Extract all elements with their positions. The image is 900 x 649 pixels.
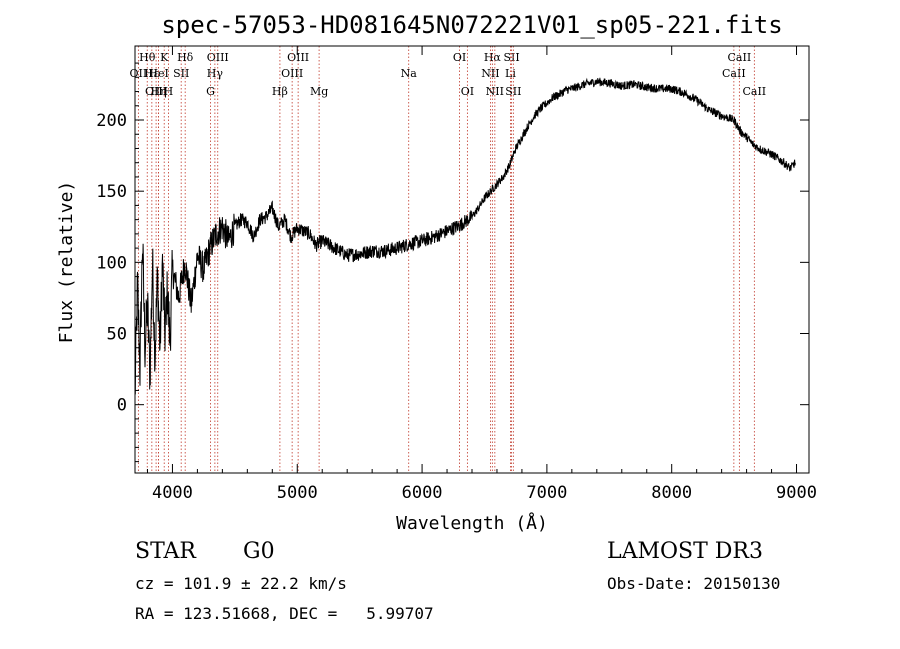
line-label-Li: Li: [505, 67, 516, 80]
line-label-Na: Na: [401, 67, 418, 80]
line-label-Hε: Hε: [144, 67, 160, 80]
line-label-OIII: OIII: [145, 85, 167, 98]
line-label-Mg: Mg: [310, 85, 328, 98]
y-tick-label: 0: [117, 396, 127, 416]
emission-line-markers: Hθ OII OIII HεK HeI Hη SII H Hδ OIII Hγ G OIII OIII Hβ…: [130, 46, 766, 473]
line-label-SII: SII: [503, 51, 519, 64]
line-label-Hγ: Hγ: [207, 67, 224, 80]
y-tick-label: 150: [96, 182, 127, 202]
x-tick-label: 5000: [277, 483, 318, 503]
line-label-SII: SII: [173, 67, 189, 80]
chart-title: spec-57053-HD081645N072221V01_sp05-221.f…: [161, 11, 782, 39]
line-label-Hθ: Hθ: [139, 51, 156, 64]
line-label-Hβ: Hβ: [272, 85, 288, 98]
y-tick-label: 50: [107, 325, 127, 345]
flux-line: [134, 77, 796, 395]
x-tick-label: 7000: [526, 483, 567, 503]
line-label-OII: OII: [130, 67, 148, 80]
axes: 4000 5000 6000 7000 8000 9000 0 50 100 150 200: [96, 46, 817, 503]
line-label-Hδ: Hδ: [177, 51, 194, 64]
line-label-NII: NII: [481, 67, 499, 80]
line-label-K: K: [160, 51, 169, 64]
x-tick-label: 8000: [651, 483, 692, 503]
line-label-Hη: Hη: [150, 85, 166, 98]
line-label-Hα: Hα: [484, 51, 502, 64]
line-label-H: H: [164, 85, 174, 98]
object-class-label: STAR: [135, 539, 196, 564]
y-tick-label: 200: [96, 111, 127, 131]
x-tick-label: 9000: [776, 483, 817, 503]
line-label-CaII: CaII: [742, 85, 766, 98]
y-tick-label: 100: [96, 253, 127, 273]
y-axis-label: Flux (relative): [56, 181, 77, 344]
survey-name: LAMOST DR3: [607, 539, 763, 564]
x-tick-label: 4000: [152, 483, 193, 503]
object-subclass: G0: [243, 539, 275, 564]
line-label-SII: SII: [505, 85, 521, 98]
redshift-velocity: cz = 101.9 ± 22.2 km/s: [135, 574, 347, 593]
ra-dec: RA = 123.51668, DEC = 5.99707: [135, 604, 434, 623]
line-label-OI: OI: [461, 85, 474, 98]
line-label-G: G: [206, 85, 215, 98]
line-label-HeI: HeI: [148, 67, 168, 80]
line-label-OIII: OIII: [207, 51, 229, 64]
line-label-OI: OI: [453, 51, 466, 64]
line-label-CaII: CaII: [722, 67, 746, 80]
line-label-CaII: CaII: [728, 51, 752, 64]
line-label-OIII: OIII: [281, 67, 303, 80]
flux-series: [134, 77, 796, 395]
obs-date: Obs-Date: 20150130: [607, 574, 781, 593]
x-axis-label: Wavelength (Å): [396, 512, 548, 534]
x-tick-label: 6000: [402, 483, 443, 503]
line-label-NII: NII: [486, 85, 504, 98]
line-label-OIII: OIII: [287, 51, 309, 64]
